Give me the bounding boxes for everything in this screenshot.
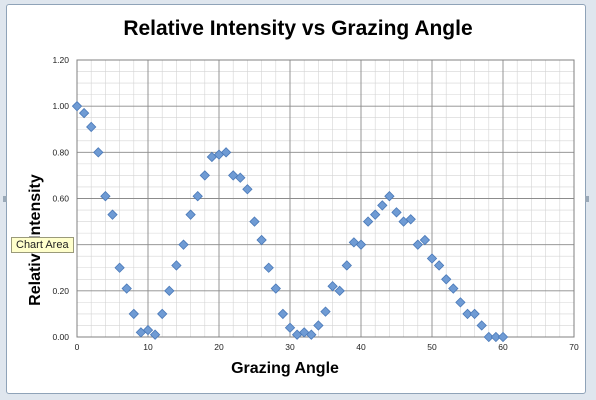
chart-area-tooltip: Chart Area	[11, 237, 74, 253]
data-point[interactable]	[334, 285, 345, 296]
x-tick-label: 40	[356, 342, 366, 352]
data-point[interactable]	[355, 239, 367, 250]
data-point[interactable]	[490, 331, 502, 343]
data-point[interactable]	[121, 283, 132, 294]
data-point[interactable]	[249, 216, 260, 227]
data-point[interactable]	[263, 262, 274, 273]
y-tick-label: 0.00	[52, 332, 69, 342]
data-point[interactable]	[242, 184, 253, 195]
data-point[interactable]	[377, 200, 388, 211]
resize-handle-left[interactable]	[3, 196, 7, 202]
data-point[interactable]	[455, 297, 466, 308]
data-point[interactable]	[306, 329, 317, 340]
data-point[interactable]	[327, 281, 338, 292]
data-point[interactable]	[433, 260, 445, 271]
data-point[interactable]	[199, 170, 210, 181]
data-point[interactable]	[78, 107, 90, 119]
data-point[interactable]	[391, 207, 402, 218]
data-point[interactable]	[405, 214, 416, 225]
chart-area[interactable]	[6, 4, 586, 394]
data-point[interactable]	[462, 308, 473, 320]
data-point[interactable]	[220, 147, 232, 158]
x-tick-label: 50	[427, 342, 437, 352]
data-point[interactable]	[86, 121, 97, 133]
data-point[interactable]	[256, 234, 267, 246]
data-point[interactable]	[426, 253, 438, 264]
data-point[interactable]	[497, 331, 509, 343]
data-point[interactable]	[149, 329, 161, 340]
plot-border	[76, 59, 575, 338]
data-point[interactable]	[448, 283, 459, 294]
data-point[interactable]	[469, 308, 480, 320]
data-point[interactable]	[185, 209, 196, 220]
data-point[interactable]	[164, 285, 175, 296]
data-point[interactable]	[348, 237, 360, 248]
x-tick-label: 60	[498, 342, 508, 352]
data-point[interactable]	[192, 191, 203, 202]
x-tick-label: 20	[214, 342, 224, 352]
x-tick-label: 0	[75, 342, 80, 352]
x-tick-label: 30	[285, 342, 295, 352]
resize-handle-right[interactable]	[585, 196, 589, 202]
data-point[interactable]	[235, 172, 246, 183]
data-point[interactable]	[370, 209, 381, 220]
y-tick-label: 0.60	[52, 194, 69, 204]
y-tick-label: 1.20	[52, 55, 69, 65]
data-point[interactable]	[313, 320, 324, 331]
y-tick-label: 0.80	[52, 147, 69, 157]
x-axis-title: Grazing Angle	[231, 360, 339, 377]
data-point[interactable]	[419, 234, 431, 246]
data-point[interactable]	[100, 191, 111, 202]
data-point[interactable]	[476, 320, 487, 331]
data-point[interactable]	[114, 262, 125, 273]
data-point[interactable]	[277, 308, 289, 320]
data-point[interactable]	[157, 308, 168, 320]
data-point[interactable]	[142, 324, 154, 336]
x-tick-label: 10	[143, 342, 153, 352]
data-point[interactable]	[412, 239, 423, 250]
y-tick-label: 0.20	[52, 286, 69, 296]
data-point[interactable]	[299, 327, 310, 338]
y-tick-label: 1.00	[52, 101, 69, 111]
data-point[interactable]	[107, 209, 118, 220]
data-point[interactable]	[384, 191, 395, 202]
data-point[interactable]	[71, 101, 83, 112]
data-point[interactable]	[341, 260, 352, 271]
data-point[interactable]	[178, 239, 189, 250]
data-point[interactable]	[93, 147, 104, 158]
data-point[interactable]	[441, 274, 452, 285]
data-point[interactable]	[128, 308, 139, 320]
data-point[interactable]	[284, 322, 296, 333]
data-point[interactable]	[320, 306, 331, 317]
data-point[interactable]	[270, 283, 281, 294]
x-tick-label: 70	[569, 342, 579, 352]
chart-title: Relative Intensity vs Grazing Angle	[123, 17, 473, 40]
data-point[interactable]	[483, 331, 494, 343]
data-point[interactable]	[362, 216, 374, 227]
data-point[interactable]	[171, 260, 182, 271]
